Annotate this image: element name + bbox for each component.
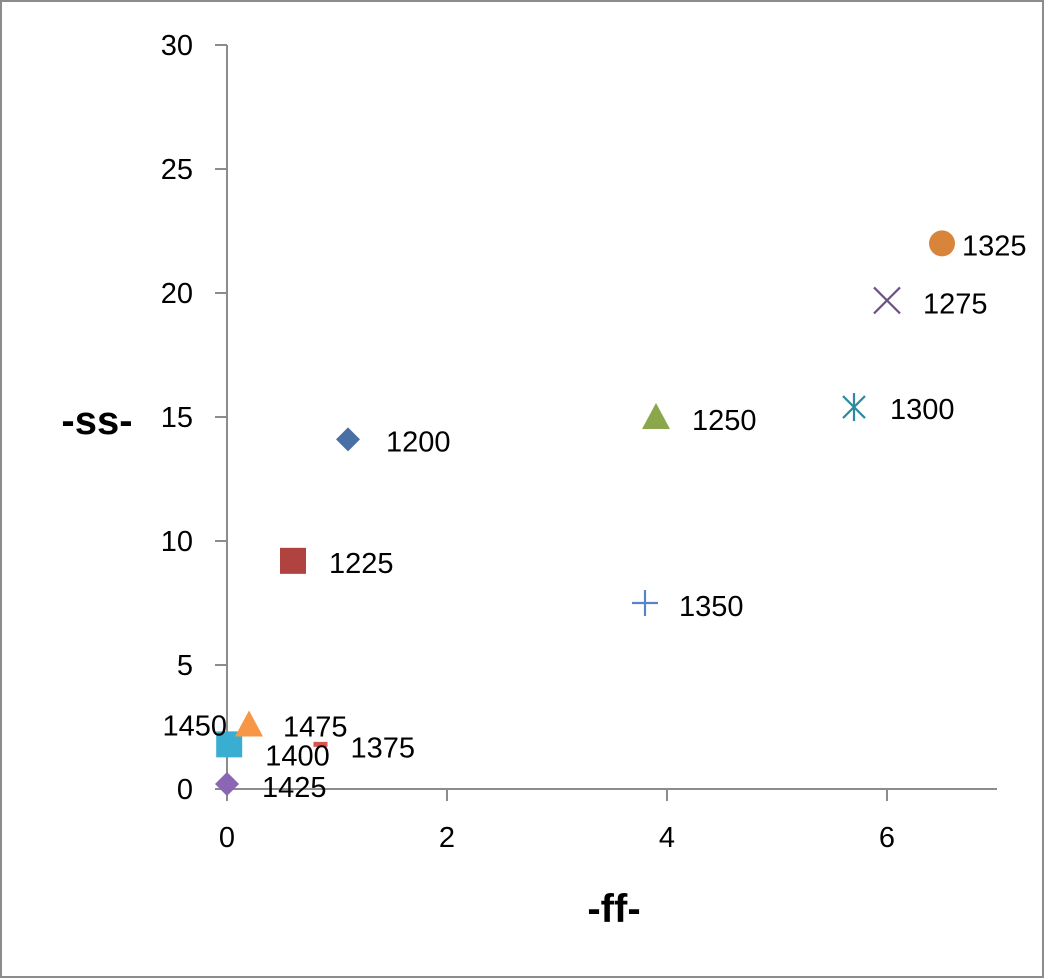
y-tick-label: 20 xyxy=(161,278,193,310)
data-label-1325: 1325 xyxy=(962,230,1027,262)
x-tick-label: 4 xyxy=(659,822,675,854)
y-tick-label: 0 xyxy=(177,774,193,806)
data-point-1350 xyxy=(632,590,658,616)
data-label-1350: 1350 xyxy=(679,591,744,623)
axes-layer xyxy=(226,45,997,790)
data-label-1450: 1450 xyxy=(162,710,227,742)
data-label-1300: 1300 xyxy=(890,394,955,426)
data-point-1225 xyxy=(280,547,306,574)
data-point-1425 xyxy=(215,772,239,797)
data-point-1300 xyxy=(842,393,866,422)
y-axis-title: -ss- xyxy=(61,399,132,443)
y-tick-label: 10 xyxy=(161,526,193,558)
data-point-1475 xyxy=(235,710,263,737)
data-point-1200 xyxy=(336,427,360,452)
data-label-1400: 1400 xyxy=(265,740,330,772)
data-label-1275: 1275 xyxy=(923,288,988,320)
data-label-1475: 1475 xyxy=(283,712,348,744)
ticks-layer: 0 5 10 15 20 25 30 0 2 4 6 xyxy=(161,30,895,854)
y-tick-label: 15 xyxy=(161,402,193,434)
y-tick-label: 5 xyxy=(177,650,193,682)
y-tick-label: 30 xyxy=(161,30,193,62)
x-axis-title: -ff- xyxy=(587,887,640,931)
data-label-1375: 1375 xyxy=(351,732,416,764)
x-tick-label: 6 xyxy=(879,822,895,854)
data-label-1250: 1250 xyxy=(692,405,757,437)
data-point-1275 xyxy=(873,286,901,315)
labels-layer: 1200 1225 1250 1275 1300 1325 1350 1375 14001425… xyxy=(162,230,1026,804)
y-tick-label: 25 xyxy=(161,154,193,186)
data-point-1325 xyxy=(929,230,955,257)
data-label-1225: 1225 xyxy=(329,548,394,580)
data-point-1250 xyxy=(642,403,670,429)
data-label-1200: 1200 xyxy=(386,426,451,458)
data-label-1425: 1425 xyxy=(262,772,327,804)
x-tick-label: 2 xyxy=(439,822,455,854)
points-layer xyxy=(215,230,955,797)
x-tick-label: 0 xyxy=(219,822,235,854)
